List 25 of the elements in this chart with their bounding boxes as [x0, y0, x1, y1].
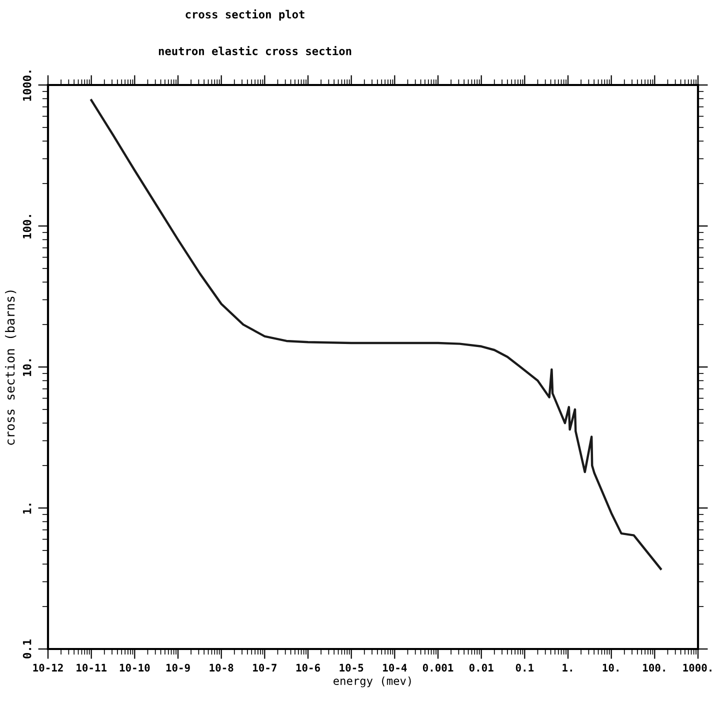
- x-tick-label: 1.: [562, 664, 572, 672]
- x-tick-label: 1000.: [683, 664, 712, 672]
- y-tick-label: 0.1: [22, 639, 32, 658]
- x-axis-title: energy (mev): [334, 676, 411, 688]
- x-tick-label: 0.01: [469, 664, 494, 672]
- y-tick-label: 1.: [23, 504, 32, 514]
- x-tick-label: 10-10: [120, 664, 150, 672]
- y-tick-label: 10.: [22, 359, 32, 376]
- x-tick-label: 0.001: [422, 664, 454, 672]
- y-axis-title: cross section (barns): [5, 290, 16, 445]
- x-tick-label: 0.1: [516, 664, 534, 672]
- chart-subtitle: neutron elastic cross section: [158, 46, 352, 56]
- x-tick-label: 10-5: [340, 664, 364, 672]
- x-tick-label: 10-8: [210, 664, 234, 672]
- x-tick-label: 10-6: [296, 664, 320, 672]
- y-tick-label: 100.: [22, 215, 32, 238]
- x-tick-label: 10.: [602, 664, 618, 672]
- y-tick-label: 1000.: [22, 70, 32, 101]
- x-tick-label: 10-4: [383, 664, 407, 672]
- x-tick-label: 100.: [643, 664, 665, 672]
- chart-title: cross section plot: [186, 9, 304, 21]
- x-tick-label: 10-7: [253, 664, 276, 672]
- x-tick-label: 10-12: [33, 664, 63, 672]
- x-tick-label: 10-11: [76, 664, 107, 672]
- x-tick-label: 10-9: [166, 664, 190, 672]
